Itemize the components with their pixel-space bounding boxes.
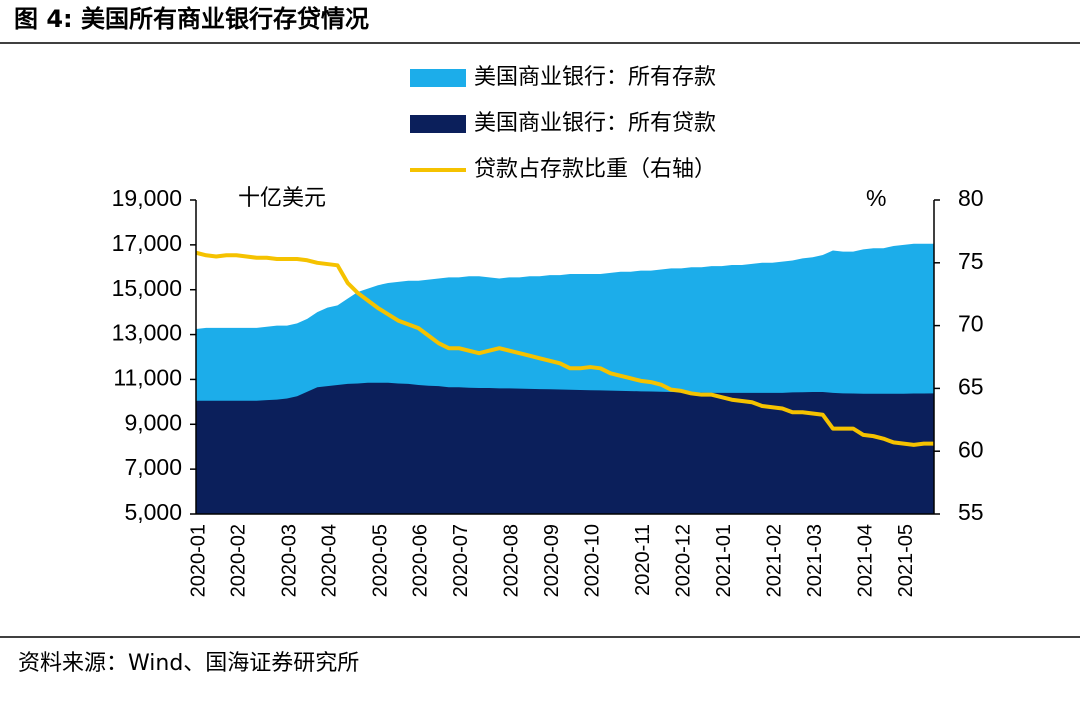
x-tick-label: 2020-09 — [541, 524, 563, 597]
x-tick-label: 2020-05 — [369, 524, 391, 597]
x-tick-label: 2020-12 — [673, 524, 695, 597]
x-tick-label: 2020-04 — [319, 524, 341, 597]
legend-label: 美国商业银行：所有贷款 — [474, 111, 716, 136]
y-tick-label: 5,000 — [124, 499, 182, 525]
y-tick-label: 9,000 — [124, 409, 182, 435]
x-tick-label: 2020-11 — [632, 524, 654, 596]
legend-swatch — [410, 69, 466, 87]
y-unit: 十亿美元 — [238, 186, 326, 211]
area — [196, 382, 934, 514]
y2-tick-label: 80 — [958, 185, 984, 211]
y-tick-label: 11,000 — [113, 365, 182, 391]
y2-tick-label: 55 — [958, 499, 984, 525]
y2-tick-label: 75 — [958, 248, 984, 274]
x-tick-label: 2020-10 — [582, 524, 604, 597]
y-tick-label: 7,000 — [124, 454, 182, 480]
x-tick-label: 2021-01 — [713, 524, 735, 597]
x-tick-label: 2021-05 — [895, 524, 917, 597]
x-tick-label: 2020-03 — [278, 524, 300, 597]
x-tick-label: 2021-04 — [855, 524, 877, 597]
line — [195, 250, 934, 447]
x-tick-label: 2020-06 — [410, 524, 432, 597]
y2-tick-label: 70 — [958, 311, 984, 337]
y-tick-label: 17,000 — [112, 230, 182, 256]
chart-title: 图 4: 美国所有商业银行存贷情况 — [14, 5, 369, 33]
y2-tick-label: 65 — [958, 373, 984, 399]
legend-label: 美国商业银行：所有存款 — [474, 65, 716, 90]
source: 资料来源：Wind、国海证券研究所 — [18, 651, 359, 676]
x-tick-label: 2021-03 — [804, 524, 826, 597]
x-tick-label: 2020-07 — [450, 524, 472, 597]
x-tick-label: 2021-02 — [764, 524, 786, 597]
x-tick-label: 2020-08 — [501, 524, 523, 597]
legend-label: 贷款占存款比重（右轴） — [474, 157, 716, 182]
x-tick-label: 2020-01 — [187, 524, 209, 597]
y-tick-label: 19,000 — [112, 185, 182, 211]
x-tick-label: 2020-02 — [228, 524, 250, 597]
legend-swatch — [410, 115, 466, 133]
y2-tick-label: 60 — [958, 436, 984, 462]
y2-unit: % — [866, 185, 886, 211]
y-tick-label: 15,000 — [112, 275, 182, 301]
y-tick-label: 13,000 — [112, 320, 182, 346]
